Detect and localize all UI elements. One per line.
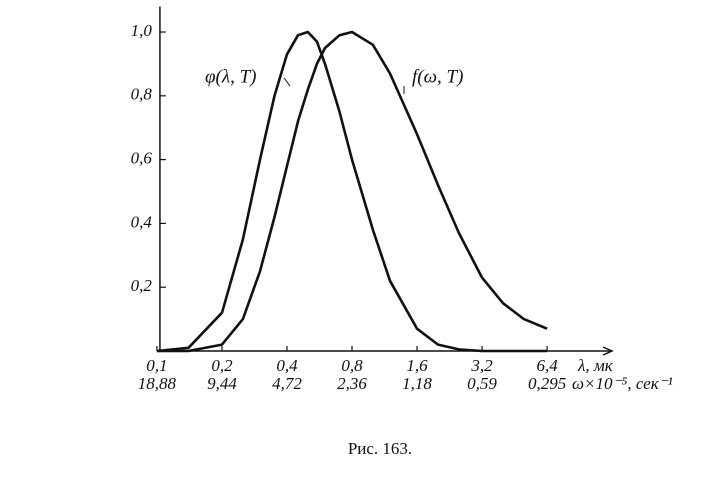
curve [156, 30, 548, 353]
x2-tick-label: 0,59 [467, 374, 497, 393]
x-tick-label: 1,6 [406, 356, 428, 375]
x2-tick-label: 2,36 [337, 374, 367, 393]
curve [156, 30, 548, 353]
y-tick-label: 1,0 [131, 21, 153, 40]
x-tick-label: 6,4 [536, 356, 558, 375]
x2-tick-label: 4,72 [272, 374, 302, 393]
y-tick-label: 0,2 [131, 276, 153, 295]
x2-tick-label: 18,88 [138, 374, 177, 393]
x2-tick-label: 0,295 [528, 374, 566, 393]
series-label: φ(λ, T) [205, 66, 256, 87]
x-tick-label: 3,2 [470, 356, 493, 375]
x-tick-label: 0,2 [211, 356, 233, 375]
x2-axis-label: ω×10⁻⁵, сек⁻¹ [572, 374, 673, 393]
caption: Рис. 163. [348, 439, 412, 458]
y-tick-label: 0,4 [131, 212, 153, 231]
x-tick-label: 0,4 [276, 356, 298, 375]
y-tick-label: 0,8 [131, 85, 153, 104]
x-tick-label: 0,8 [341, 356, 363, 375]
x2-tick-label: 1,18 [402, 374, 432, 393]
x-axis-label: λ, мк [577, 356, 614, 375]
series-label: f(ω, T) [412, 66, 463, 87]
label-leader [283, 77, 291, 87]
x-tick-label: 0,1 [146, 356, 167, 375]
x-axis-arrow [602, 346, 614, 356]
x2-tick-label: 9,44 [207, 374, 237, 393]
y-tick-label: 0,6 [131, 149, 153, 168]
